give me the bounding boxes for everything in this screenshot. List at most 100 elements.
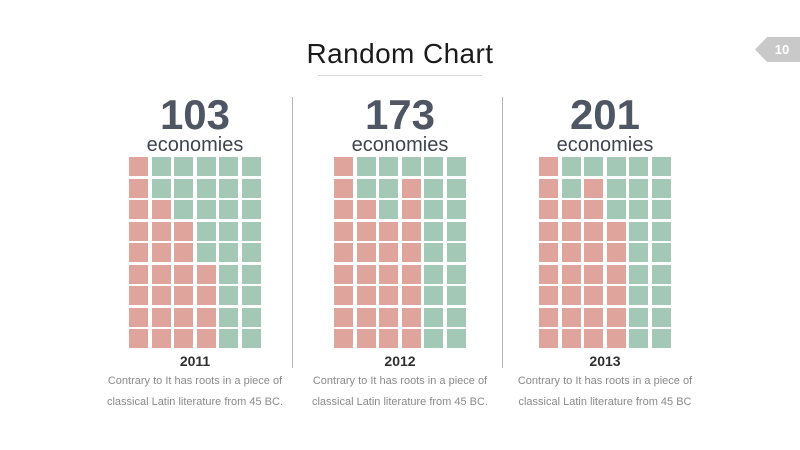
waffle-cell-salmon xyxy=(401,243,421,262)
waffle-cell-teal xyxy=(446,307,466,327)
year-label: 2012 xyxy=(384,353,416,369)
waffle-cell-salmon xyxy=(334,329,354,348)
waffle-cell-teal xyxy=(629,157,649,176)
waffle-cell-teal xyxy=(424,286,444,305)
waffle-cell-salmon xyxy=(539,264,559,284)
waffle-cell-salmon xyxy=(356,286,376,305)
waffle-cell-teal xyxy=(219,221,239,241)
waffle-cell-teal xyxy=(401,157,421,176)
waffle-cell-salmon xyxy=(539,200,559,219)
waffle-cell-salmon xyxy=(129,264,149,284)
waffle-cell-teal xyxy=(561,178,581,198)
waffle-cell-salmon xyxy=(379,264,399,284)
waffle-cell-salmon xyxy=(196,329,216,348)
headline-value: 201 xyxy=(569,91,641,138)
waffle-cell-teal xyxy=(424,329,444,348)
waffle-cell-teal xyxy=(219,307,239,327)
waffle-cell-teal xyxy=(629,286,649,305)
waffle-cell-salmon xyxy=(606,329,626,348)
waffle-cell-teal xyxy=(379,178,399,198)
waffle-cell-salmon xyxy=(584,286,604,305)
waffle-cell-salmon xyxy=(196,264,216,284)
waffle-cell-salmon xyxy=(379,286,399,305)
waffle-cell-teal xyxy=(446,243,466,262)
waffle-cell-teal xyxy=(174,200,194,219)
caption-line: classical Latin literature from 45 BC. xyxy=(106,396,284,408)
waffle-cell-salmon xyxy=(401,286,421,305)
waffle-cell-teal xyxy=(629,329,649,348)
waffle-cell-salmon xyxy=(606,307,626,327)
year-label: 2013 xyxy=(589,353,621,369)
waffle-chart-2012 xyxy=(334,157,466,348)
waffle-cell-teal xyxy=(241,178,261,198)
waffle-cell-salmon xyxy=(539,157,559,176)
waffle-cell-teal xyxy=(651,264,671,284)
waffle-cell-teal xyxy=(379,157,399,176)
waffle-cell-teal xyxy=(241,307,261,327)
waffle-cell-salmon xyxy=(379,329,399,348)
waffle-cell-salmon xyxy=(584,178,604,198)
waffle-cell-salmon xyxy=(401,307,421,327)
waffle-cell-salmon xyxy=(379,221,399,241)
caption-text: Contrary to It has roots in a piece of c… xyxy=(95,371,295,413)
waffle-cell-teal xyxy=(446,221,466,241)
waffle-cell-teal xyxy=(241,264,261,284)
waffle-cell-teal xyxy=(219,200,239,219)
waffle-chart-2011 xyxy=(129,157,261,348)
waffle-cell-teal xyxy=(651,329,671,348)
waffle-cell-teal xyxy=(241,243,261,262)
caption-text: Contrary to It has roots in a piece of c… xyxy=(505,371,705,413)
waffle-cell-salmon xyxy=(151,264,171,284)
waffle-cell-teal xyxy=(379,200,399,219)
caption-text: Contrary to It has roots in a piece of c… xyxy=(300,371,500,413)
waffle-cell-teal xyxy=(629,178,649,198)
waffle-cell-salmon xyxy=(401,221,421,241)
caption-line: Contrary to It has roots in a piece of xyxy=(312,375,488,387)
year-column-2012: 173 economies 2012 Contrary to It has ro… xyxy=(300,91,500,413)
waffle-cell-salmon xyxy=(561,307,581,327)
waffle-cell-teal xyxy=(151,157,171,176)
waffle-cell-teal xyxy=(424,221,444,241)
waffle-cell-salmon xyxy=(334,264,354,284)
waffle-cell-teal xyxy=(424,307,444,327)
waffle-cell-salmon xyxy=(334,221,354,241)
waffle-cell-teal xyxy=(196,178,216,198)
waffle-cell-teal xyxy=(606,178,626,198)
waffle-cell-teal xyxy=(424,243,444,262)
slide-header: Random Chart xyxy=(0,38,800,76)
waffle-cell-teal xyxy=(196,221,216,241)
waffle-cell-teal xyxy=(424,157,444,176)
waffle-cell-salmon xyxy=(561,264,581,284)
waffle-cell-salmon xyxy=(539,221,559,241)
waffle-cell-salmon xyxy=(129,329,149,348)
page-number: 10 xyxy=(774,42,790,57)
waffle-cell-salmon xyxy=(334,178,354,198)
waffle-cell-salmon xyxy=(561,243,581,262)
waffle-cell-teal xyxy=(219,286,239,305)
waffle-cell-salmon xyxy=(356,243,376,262)
waffle-cell-teal xyxy=(424,178,444,198)
waffle-cell-teal xyxy=(446,329,466,348)
waffle-cell-teal xyxy=(606,200,626,219)
headline-value: 173 xyxy=(364,91,436,138)
waffle-cell-salmon xyxy=(129,243,149,262)
waffle-cell-teal xyxy=(196,157,216,176)
waffle-cell-teal xyxy=(584,157,604,176)
waffle-cell-teal xyxy=(174,157,194,176)
waffle-cell-salmon xyxy=(356,200,376,219)
waffle-cell-salmon xyxy=(401,200,421,219)
waffle-cell-teal xyxy=(196,243,216,262)
waffle-cell-salmon xyxy=(129,157,149,176)
waffle-cell-salmon xyxy=(606,221,626,241)
waffle-cell-salmon xyxy=(174,264,194,284)
waffle-cell-teal xyxy=(241,221,261,241)
waffle-cell-salmon xyxy=(539,178,559,198)
waffle-cell-salmon xyxy=(151,243,171,262)
waffle-cell-salmon xyxy=(151,329,171,348)
waffle-cell-salmon xyxy=(379,243,399,262)
waffle-chart-2013 xyxy=(539,157,671,348)
year-column-2013: 201 economies 2013 Contrary to It has ro… xyxy=(505,91,705,413)
waffle-cell-salmon xyxy=(356,221,376,241)
waffle-cell-teal xyxy=(651,157,671,176)
